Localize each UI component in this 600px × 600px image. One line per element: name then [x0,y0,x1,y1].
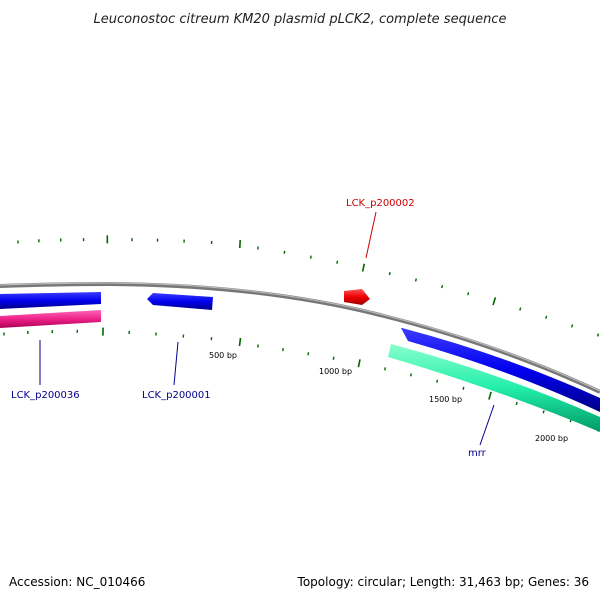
leader-lck-p200001 [173,341,179,386]
rna-track-pink[interactable] [0,310,101,328]
gene-lck-p200002-arrow[interactable] [344,289,370,305]
inner-tick [515,401,518,406]
inner-tick [436,379,439,383]
plasmid-backbone-highlight [0,282,600,392]
outer-tick [361,263,366,272]
inner-tick [462,386,465,390]
outer-tick [414,278,417,282]
gene-mrr-track[interactable] [388,344,600,432]
outer-tick [388,272,391,276]
scale-label-1500: 1500 bp [429,395,462,404]
scale-label-1000: 1000 bp [319,367,352,376]
inner-tick [409,373,412,377]
gene-label-lck-p200002[interactable]: LCK_p200002 [346,198,415,209]
outer-tick [441,285,444,289]
outer-tick-ring [17,235,600,337]
outer-tick [336,260,339,264]
leader-lck-p200002 [365,211,377,259]
summary-text: Topology: circular; Length: 31,463 bp; G… [297,575,589,589]
outer-tick [570,324,574,328]
gene-blue-right-arrow[interactable] [401,328,600,412]
inner-tick [384,367,386,371]
outer-tick [467,292,470,296]
inner-tick [307,352,310,356]
scale-label-500: 500 bp [209,351,237,360]
map-title: Leuconostoc citreum KM20 plasmid pLCK2, … [94,12,507,27]
scale-label-2000: 2000 bp [535,434,568,443]
inner-tick [357,359,361,368]
plasmid-backbone [0,281,600,394]
outer-tick [309,255,312,259]
outer-tick [283,250,286,254]
outer-tick [519,307,522,311]
leader-mrr [479,404,495,446]
gene-lck-p200036-arrow[interactable] [0,292,101,309]
gene-lck-p200001-arrow[interactable] [147,293,213,310]
inner-tick [332,356,335,360]
inner-tick [238,337,242,347]
gene-label-lck-p200001[interactable]: LCK_p200001 [142,390,211,401]
gene-label-mrr[interactable]: mrr [468,448,487,459]
inner-tick [542,410,545,414]
outer-tick [492,297,497,306]
outer-tick [545,315,548,319]
gene-label-lck-p200036[interactable]: LCK_p200036 [11,390,80,401]
outer-tick [596,333,600,337]
inner-tick [488,391,492,400]
inner-tick-ring [3,327,600,432]
accession-text: Accession: NC_010466 [9,575,145,589]
